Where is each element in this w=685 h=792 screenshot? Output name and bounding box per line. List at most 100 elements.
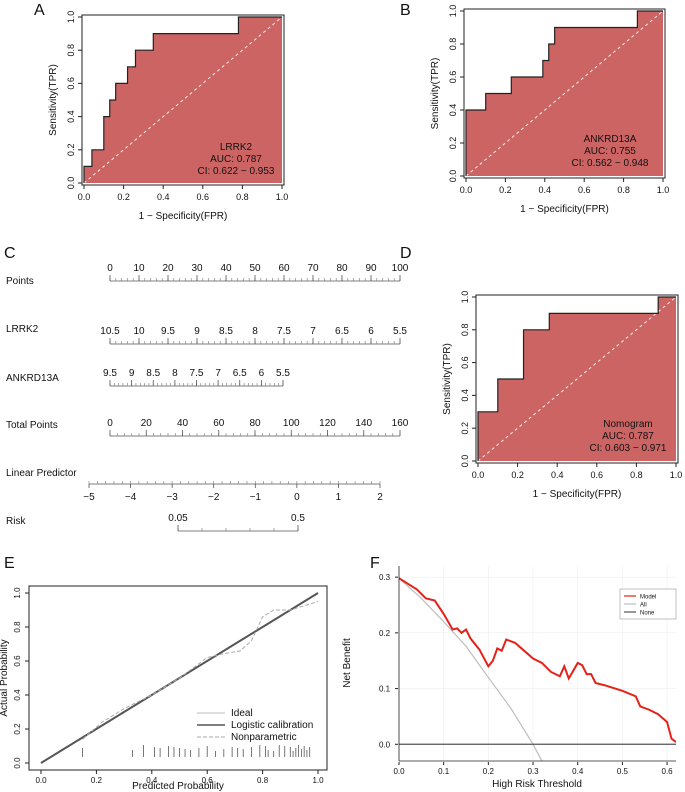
y-tick-label-E: 0.2	[13, 723, 22, 735]
x-tick-label-F: 0.1	[438, 767, 450, 776]
x-tick-label-D: 0.0	[472, 470, 485, 480]
nomogram-tick-label: 9	[194, 326, 200, 337]
y-tick-label-B: 0.4	[448, 104, 458, 117]
calibration-legend-label: Logistic calibration	[231, 720, 313, 731]
y-tick-label-A: 0.2	[66, 144, 76, 157]
nomogram-row-label: Total Points	[6, 420, 58, 431]
dca-legend-label: Model	[640, 595, 656, 601]
y-tick-label-E: 0.6	[13, 655, 22, 667]
x-axis-title-A: 1 − Specificity(FPR)	[139, 211, 228, 222]
x-tick-label-F: 0.0	[393, 767, 405, 776]
y-tick-label-F: 0.2	[379, 629, 391, 638]
nomogram-tick-label: 0	[107, 418, 113, 429]
x-tick-label-A: 0.2	[117, 192, 130, 202]
nomogram-tick-label: 40	[177, 418, 189, 429]
nomogram-tick-label: 10.5	[100, 326, 120, 337]
nomogram-tick-label: 120	[319, 418, 336, 429]
nomogram-tick-label: −2	[208, 492, 220, 503]
dca-legend-label: None	[640, 611, 655, 617]
roc-curve-D	[477, 296, 676, 461]
x-tick-label-A: 0.0	[78, 192, 91, 202]
x-tick-label-F: 0.6	[662, 767, 674, 776]
nomogram-tick-label: 80	[336, 263, 348, 274]
x-tick-label-D: 0.6	[591, 470, 604, 480]
x-axis-title-F: High Risk Threshold	[492, 779, 582, 790]
roc-annotation-auc-A: AUC: 0.787	[210, 154, 262, 165]
x-tick-label-B: 0.2	[499, 185, 512, 195]
nomogram-tick-label: 7.5	[190, 368, 204, 379]
x-tick-label-E: 1.0	[312, 776, 324, 785]
x-tick-label-E: 0.2	[91, 776, 103, 785]
x-tick-label-E: 0.8	[257, 776, 269, 785]
x-tick-label-D: 0.8	[630, 470, 643, 480]
nomogram-tick-label: 0	[107, 263, 113, 274]
nomogram-tick-label: 8	[252, 326, 258, 337]
nomogram-tick-label: 9.5	[161, 326, 175, 337]
y-tick-label-A: 0.8	[66, 44, 76, 57]
roc-diagonal-D	[477, 296, 677, 462]
roc-annotation-name-D: Nomogram	[603, 419, 652, 430]
y-tick-label-A: 0.0	[66, 177, 76, 190]
roc-frame-D	[475, 294, 679, 464]
y-tick-label-D: 0.2	[460, 422, 470, 435]
nomogram-tick-label: 6	[368, 326, 374, 337]
x-tick-label-B: 0.8	[617, 185, 630, 195]
x-tick-label-F: 0.4	[572, 767, 584, 776]
calibration-legend-label: Ideal	[231, 708, 253, 719]
nomogram-tick-label: 7	[310, 326, 316, 337]
x-tick-label-F: 0.5	[617, 767, 629, 776]
nomogram-tick-label: 6.5	[233, 368, 247, 379]
nomogram-tick-label: 1	[336, 492, 342, 503]
y-axis-title-D: Sensitivity(TPR)	[442, 343, 453, 415]
nomogram-tick-label: 40	[220, 263, 232, 274]
calibration-nonparametric-line	[82, 601, 319, 740]
y-tick-label-D: 1.0	[460, 291, 470, 304]
x-tick-label-B: 0.6	[578, 185, 591, 195]
nomogram-tick-label: 100	[283, 418, 300, 429]
x-axis-title-D: 1 − Specificity(FPR)	[533, 489, 622, 500]
y-axis-title-A: Sensitivity(TPR)	[48, 64, 59, 136]
nomogram-tick-label: 50	[249, 263, 261, 274]
roc-diagonal-B	[465, 10, 664, 177]
y-tick-label-B: 1.0	[448, 5, 458, 18]
x-tick-label-B: 0.0	[460, 185, 473, 195]
y-tick-label-F: 0.1	[379, 685, 391, 694]
x-tick-label-D: 1.0	[670, 470, 683, 480]
nomogram-tick-label: −4	[125, 492, 137, 503]
roc-annotation-name-B: ANKRD13A	[584, 134, 637, 145]
y-tick-label-F: 0.0	[379, 740, 391, 749]
x-tick-label-D: 0.4	[551, 470, 564, 480]
y-tick-label-E: 0.4	[13, 689, 22, 701]
y-axis-title-F: Net Benefit	[342, 638, 353, 688]
y-tick-label-B: 0.2	[448, 137, 458, 150]
dca-legend-label: All	[640, 603, 647, 609]
nomogram-tick-label: 8.5	[146, 368, 160, 379]
x-tick-label-A: 1.0	[276, 192, 289, 202]
nomogram-tick-label: 9	[129, 368, 135, 379]
x-tick-label-F: 0.2	[483, 767, 495, 776]
calibration-legend-label: Nonparametric	[231, 732, 297, 743]
nomogram-row-label: Risk	[6, 516, 26, 527]
roc-annotation-ci-B: CI: 0.562 − 0.948	[571, 158, 648, 169]
nomogram-tick-label: 160	[392, 418, 409, 429]
calibration-frame	[28, 585, 328, 771]
y-tick-label-E: 0.8	[13, 621, 22, 633]
y-axis-title-B: Sensitivity(TPR)	[430, 58, 441, 130]
y-tick-label-A: 0.6	[66, 77, 76, 90]
x-tick-label-E: 0.6	[202, 776, 214, 785]
nomogram-tick-label: 6.5	[335, 326, 349, 337]
roc-annotation-ci-D: CI: 0.603 − 0.971	[589, 443, 666, 454]
nomogram-row-label: LRRK2	[6, 324, 39, 335]
roc-curve-B	[465, 10, 663, 176]
nomogram-tick-label: 30	[191, 263, 203, 274]
y-tick-label-D: 0.0	[460, 455, 470, 468]
nomogram-tick-label: 0.05	[168, 513, 188, 524]
x-tick-label-A: 0.8	[236, 192, 249, 202]
nomogram-tick-label: 9.5	[103, 368, 117, 379]
x-tick-label-D: 0.2	[511, 470, 524, 480]
y-tick-label-B: 0.8	[448, 38, 458, 51]
nomogram-tick-label: −5	[83, 492, 95, 503]
nomogram-tick-label: 8.5	[219, 326, 233, 337]
nomogram-tick-label: 6	[259, 368, 265, 379]
nomogram-tick-label: 7	[215, 368, 221, 379]
